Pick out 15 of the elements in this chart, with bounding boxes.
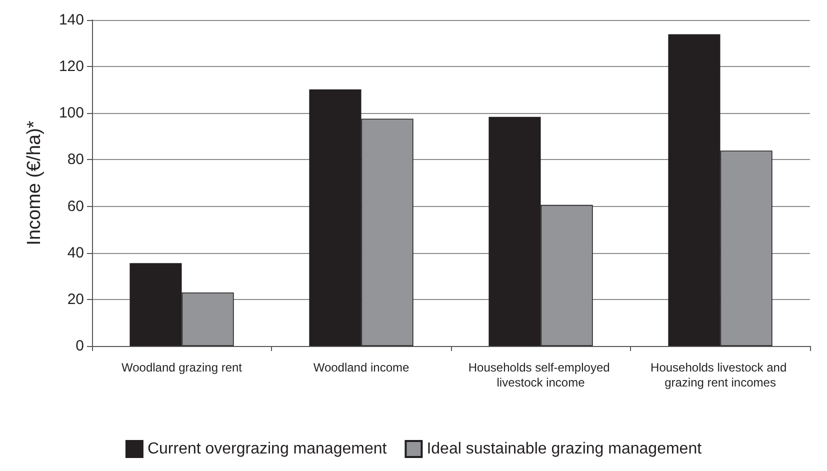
- y-tick-label: 100: [58, 104, 84, 122]
- y-tick-label: 0: [76, 338, 84, 354]
- y-tick-label: 20: [67, 290, 84, 308]
- y-tick-label: 120: [58, 58, 84, 76]
- legend-label: Ideal sustainable grazing management: [426, 440, 702, 458]
- x-tick-label: Woodland grazing rent: [121, 360, 243, 374]
- x-tick-label: Woodland income: [313, 360, 410, 374]
- y-tick-label: 140: [58, 12, 84, 28]
- y-tick-label: 60: [67, 198, 84, 215]
- x-tick-label: Households livestock and grazing rent incomes: [650, 360, 790, 390]
- legend-label: Current overgrazing management: [147, 440, 388, 458]
- x-tick-label: Households self-employed livestock income: [468, 360, 614, 390]
- y-tick-label: 80: [67, 151, 84, 168]
- y-tick-label: 40: [67, 244, 84, 262]
- y-axis-title: Income (€/ha)*: [24, 120, 45, 246]
